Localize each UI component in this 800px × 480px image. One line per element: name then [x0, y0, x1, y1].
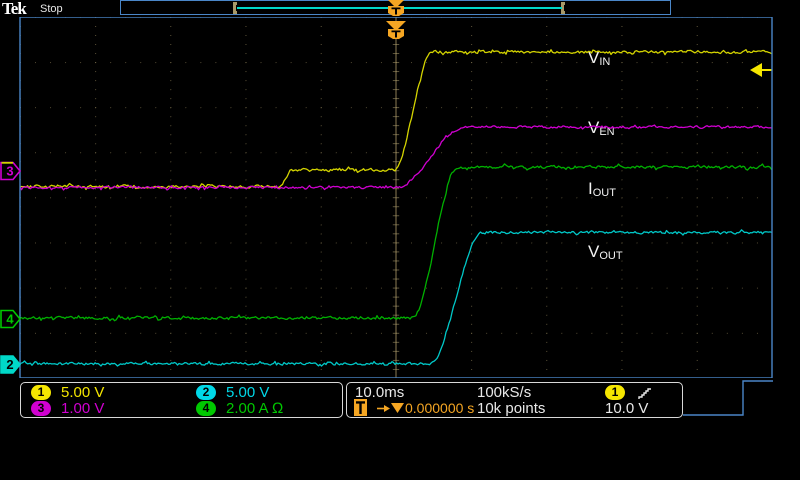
svg-text:2: 2: [6, 357, 13, 372]
svg-text:4: 4: [6, 312, 14, 327]
svg-text:3: 3: [6, 164, 13, 179]
